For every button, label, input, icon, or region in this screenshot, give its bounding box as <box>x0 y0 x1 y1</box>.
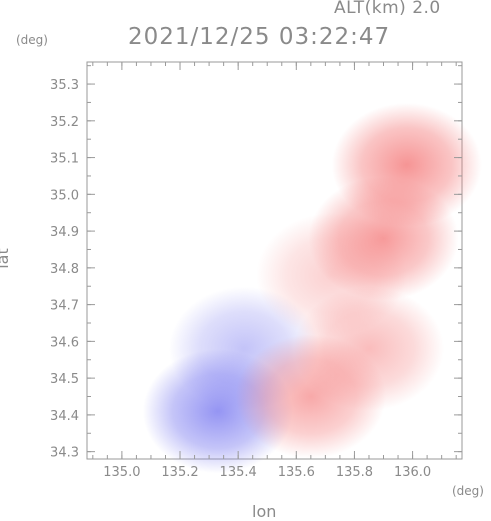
x-axis-label: lon <box>252 502 277 521</box>
y-tick-label: 35.0 <box>50 188 79 203</box>
axis-ticks: 135.0 135.2 135.4 135.6 135.8 136.0 34.3 34.4 34… <box>50 62 462 480</box>
y-tick-label: 34.3 <box>50 446 79 461</box>
y-tick-label: 34.7 <box>50 299 79 314</box>
x-tick-label: 135.2 <box>161 465 198 480</box>
y-tick-label: 34.5 <box>50 372 79 387</box>
plot-frame <box>86 61 463 460</box>
x-tick-label: 135.8 <box>336 465 373 480</box>
positive-velocity-region <box>331 102 482 227</box>
x-axis-unit: (deg) <box>452 484 484 498</box>
y-tick-label: 34.4 <box>50 409 79 424</box>
y-axis-label: lat <box>0 248 12 269</box>
x-tick-label: 135.4 <box>220 465 257 480</box>
radar-data-layer <box>142 102 482 474</box>
y-tick-label: 34.9 <box>50 225 79 240</box>
altitude-label: ALT(km) 2.0 <box>334 0 441 18</box>
x-tick-label: 135.6 <box>278 465 315 480</box>
y-tick-label: 34.6 <box>50 335 79 350</box>
y-tick-label: 35.2 <box>50 115 79 130</box>
positive-velocity-region <box>235 334 386 459</box>
x-tick-label: 136.0 <box>394 465 431 480</box>
y-tick-label: 35.1 <box>50 152 79 167</box>
timestamp-title: 2021/12/25 03:22:47 <box>128 24 391 50</box>
y-tick-label: 34.8 <box>50 262 79 277</box>
y-axis-unit: (deg) <box>16 33 48 47</box>
y-tick-label: 35.3 <box>50 78 79 93</box>
x-tick-label: 135.0 <box>103 465 140 480</box>
